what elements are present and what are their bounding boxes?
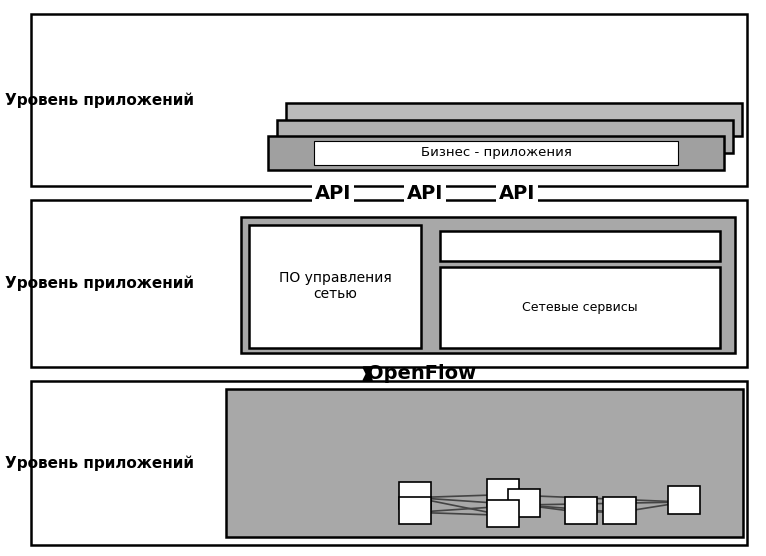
Text: OpenFlow: OpenFlow xyxy=(367,364,476,384)
FancyBboxPatch shape xyxy=(604,497,636,524)
FancyBboxPatch shape xyxy=(440,267,720,348)
Text: API: API xyxy=(499,183,535,203)
FancyBboxPatch shape xyxy=(249,225,421,348)
FancyBboxPatch shape xyxy=(286,103,742,136)
FancyBboxPatch shape xyxy=(31,381,747,545)
FancyBboxPatch shape xyxy=(487,479,519,507)
FancyBboxPatch shape xyxy=(241,217,735,353)
FancyBboxPatch shape xyxy=(565,497,597,524)
Text: Уровень приложений: Уровень приложений xyxy=(5,92,194,108)
FancyBboxPatch shape xyxy=(399,482,431,509)
FancyBboxPatch shape xyxy=(31,200,747,367)
FancyBboxPatch shape xyxy=(440,231,720,261)
Text: ПО управления
сетью: ПО управления сетью xyxy=(279,271,391,301)
FancyBboxPatch shape xyxy=(314,141,678,165)
Text: API: API xyxy=(315,183,352,203)
FancyBboxPatch shape xyxy=(508,489,540,517)
FancyBboxPatch shape xyxy=(268,136,724,170)
Text: API: API xyxy=(407,183,444,203)
Text: Сетевые сервисы: Сетевые сервисы xyxy=(522,301,638,314)
Text: Уровень приложений: Уровень приложений xyxy=(5,455,194,470)
FancyBboxPatch shape xyxy=(31,14,747,186)
FancyBboxPatch shape xyxy=(277,120,733,153)
Text: Уровень приложений: Уровень приложений xyxy=(5,276,194,291)
FancyBboxPatch shape xyxy=(668,486,700,514)
Text: Бизнес - приложения: Бизнес - приложения xyxy=(421,146,571,160)
FancyBboxPatch shape xyxy=(399,497,431,524)
FancyBboxPatch shape xyxy=(487,500,519,527)
FancyBboxPatch shape xyxy=(226,389,743,537)
